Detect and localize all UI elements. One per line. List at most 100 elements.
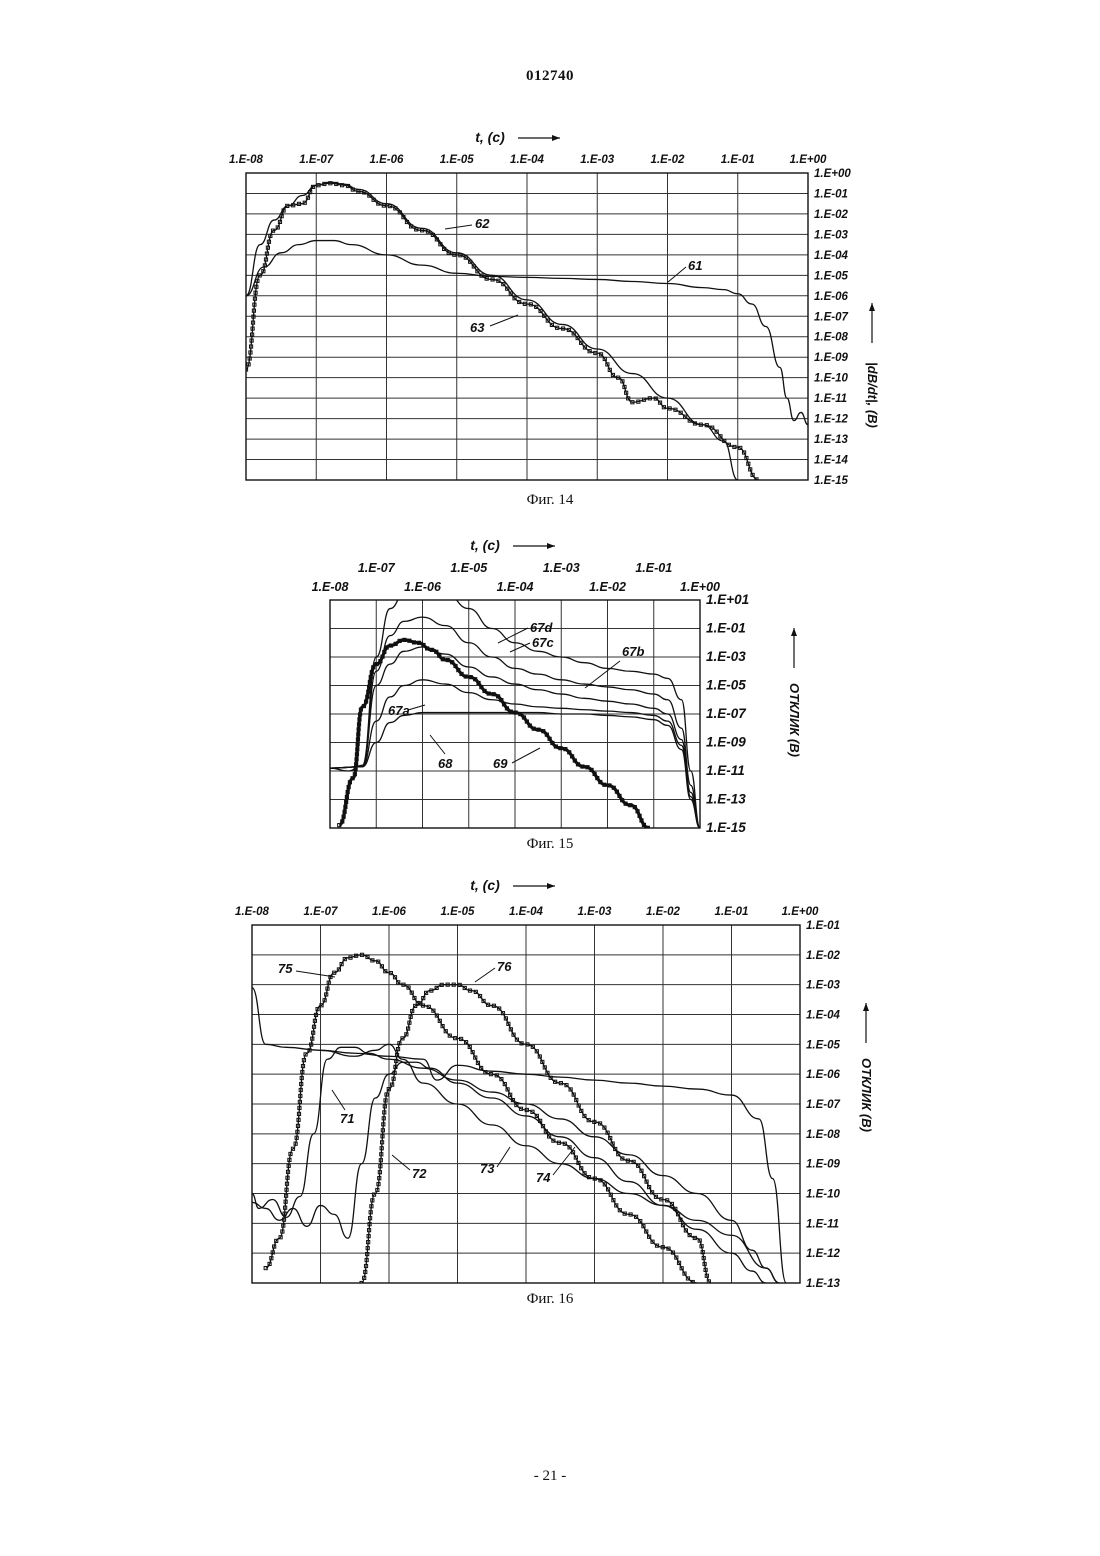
y-tick-label: 1.E-06 bbox=[806, 1069, 840, 1081]
x-tick-label: 1.E+00 bbox=[790, 154, 827, 166]
y-tick-label: 1.E-05 bbox=[814, 270, 848, 282]
annotation-label-67d: 67d bbox=[530, 620, 553, 635]
x-tick-label: 1.E-08 bbox=[229, 154, 263, 166]
y-axis-arrow-head bbox=[869, 303, 875, 311]
x-tick-label: 1.E-04 bbox=[510, 154, 544, 166]
x-tick-label: 1.E-01 bbox=[721, 154, 755, 166]
y-tick-label: 1.E-13 bbox=[814, 434, 848, 446]
x-tick-label: 1.E-07 bbox=[304, 906, 338, 918]
x-tick-label: 1.E-03 bbox=[578, 906, 612, 918]
annotation-label-62: 62 bbox=[475, 216, 490, 231]
annotation-label-75: 75 bbox=[278, 961, 293, 976]
y-tick-label: 1.E-03 bbox=[806, 980, 840, 992]
series-group bbox=[252, 953, 786, 1284]
x-tick-label-bottom: 1.E-04 bbox=[497, 580, 534, 594]
annotation-leader bbox=[668, 267, 686, 282]
series-63-line bbox=[246, 183, 759, 480]
y-tick-label: 1.E-12 bbox=[814, 414, 848, 426]
y-tick-label: 1.E-03 bbox=[814, 229, 848, 241]
y-tick-label: 1.E-11 bbox=[706, 763, 745, 778]
annotation-leader bbox=[392, 1155, 410, 1170]
y-tick-label: 1.E-01 bbox=[806, 920, 840, 932]
annotation-label-67c: 67c bbox=[532, 635, 554, 650]
y-tick-label: 1.E-10 bbox=[814, 373, 848, 385]
annotation-leader bbox=[553, 1147, 575, 1175]
x-tick-label: 1.E-07 bbox=[299, 154, 333, 166]
series-group bbox=[244, 182, 808, 481]
x-tick-label: 1.E+00 bbox=[782, 906, 819, 918]
y-tick-label: 1.E-03 bbox=[706, 649, 746, 664]
x-tick-label: 1.E-04 bbox=[509, 906, 543, 918]
x-tick-label: 1.E-03 bbox=[580, 154, 614, 166]
y-axis-title: |dB/dt|, (B) bbox=[865, 362, 880, 428]
x-tick-label-bottom: 1.E-02 bbox=[589, 580, 626, 594]
y-tick-label: 1.E-07 bbox=[806, 1099, 840, 1111]
annotation-leader bbox=[475, 968, 495, 982]
annotation-label-69: 69 bbox=[493, 756, 508, 771]
y-tick-label: 1.E-10 bbox=[806, 1189, 840, 1201]
x-axis-arrow-head bbox=[547, 543, 555, 549]
y-axis-arrow-head bbox=[791, 628, 797, 636]
y-tick-label: 1.E-05 bbox=[706, 678, 746, 693]
y-tick-label: 1.E-13 bbox=[806, 1278, 840, 1290]
series-62-line bbox=[246, 182, 738, 480]
y-tick-label: 1.E-01 bbox=[706, 621, 746, 636]
x-tick-label-top: 1.E-01 bbox=[635, 561, 672, 575]
series-75-line bbox=[266, 955, 698, 1283]
x-tick-label-bottom: 1.E-06 bbox=[404, 580, 442, 594]
grid bbox=[246, 173, 808, 480]
y-tick-label: 1.E-07 bbox=[706, 706, 747, 721]
y-tick-label: 1.E-09 bbox=[814, 352, 848, 364]
x-tick-label: 1.E-02 bbox=[651, 154, 685, 166]
y-tick-label: 1.E-04 bbox=[814, 250, 848, 262]
y-tick-label: 1.E-12 bbox=[806, 1248, 840, 1260]
x-axis-title: t, (c) bbox=[475, 129, 505, 145]
y-tick-label: 1.E-07 bbox=[814, 311, 848, 323]
annotation-label-61: 61 bbox=[688, 258, 702, 273]
document-number: 012740 bbox=[0, 68, 1100, 85]
y-tick-label: 1.E-15 bbox=[814, 475, 848, 487]
y-tick-label: 1.E-08 bbox=[814, 332, 848, 344]
y-tick-label: 1.E-09 bbox=[706, 735, 746, 750]
annotation-leader bbox=[445, 225, 472, 229]
annotation-label-67b: 67b bbox=[622, 644, 644, 659]
x-axis-title: t, (c) bbox=[470, 877, 500, 893]
y-tick-label: 1.E-06 bbox=[814, 291, 848, 303]
x-tick-label: 1.E-01 bbox=[715, 906, 749, 918]
y-tick-label: 1.E-15 bbox=[706, 820, 746, 835]
y-tick-label: 1.E+01 bbox=[706, 592, 749, 607]
x-tick-label: 1.E-05 bbox=[441, 906, 475, 918]
x-tick-label: 1.E-08 bbox=[235, 906, 269, 918]
y-tick-label: 1.E+00 bbox=[814, 168, 851, 180]
page-number: - 21 - bbox=[0, 1468, 1100, 1485]
annotation-label-73: 73 bbox=[480, 1161, 495, 1176]
figure-14-chart: t, (c) 1.E-08 1.E-07 1.E-06 1.E-05 1.E-04 1.E-… bbox=[0, 125, 1100, 495]
y-tick-label: 1.E-02 bbox=[806, 950, 840, 962]
annotation-label-76: 76 bbox=[497, 959, 512, 974]
y-tick-label: 1.E-13 bbox=[706, 792, 746, 807]
annotation-label-63: 63 bbox=[470, 320, 485, 335]
annotation-leader bbox=[296, 971, 335, 977]
x-axis-arrow-head bbox=[547, 883, 555, 889]
y-tick-label: 1.E-11 bbox=[806, 1218, 839, 1230]
annotation-label-67a: 67a bbox=[388, 703, 410, 718]
y-tick-label: 1.E-05 bbox=[806, 1039, 840, 1051]
y-tick-label: 1.E-14 bbox=[814, 455, 848, 467]
x-tick-label: 1.E-06 bbox=[372, 906, 406, 918]
annotation-leader bbox=[430, 735, 445, 754]
x-axis-arrow-head bbox=[552, 135, 560, 141]
figure-16-chart: t, (c) 1.E-08 1.E-07 1.E-06 1.E-05 1.E-04 1.E-… bbox=[0, 875, 1100, 1295]
y-tick-label: 1.E-01 bbox=[814, 188, 848, 200]
y-tick-label: 1.E-11 bbox=[814, 393, 847, 405]
x-axis-title: t, (c) bbox=[470, 537, 500, 553]
x-tick-label: 1.E-02 bbox=[646, 906, 680, 918]
annotation-leader bbox=[332, 1090, 345, 1110]
annotation-label-74: 74 bbox=[536, 1170, 551, 1185]
y-tick-label: 1.E-09 bbox=[806, 1159, 840, 1171]
annotation-label-71: 71 bbox=[340, 1111, 354, 1126]
y-axis-title: ОТКЛИК (В) bbox=[859, 1058, 874, 1132]
figure-15-caption: Фиг. 15 bbox=[0, 836, 1100, 853]
figure-16-caption: Фиг. 16 bbox=[0, 1291, 1100, 1308]
y-tick-label: 1.E-04 bbox=[806, 1010, 840, 1022]
annotation-leader bbox=[512, 748, 540, 763]
